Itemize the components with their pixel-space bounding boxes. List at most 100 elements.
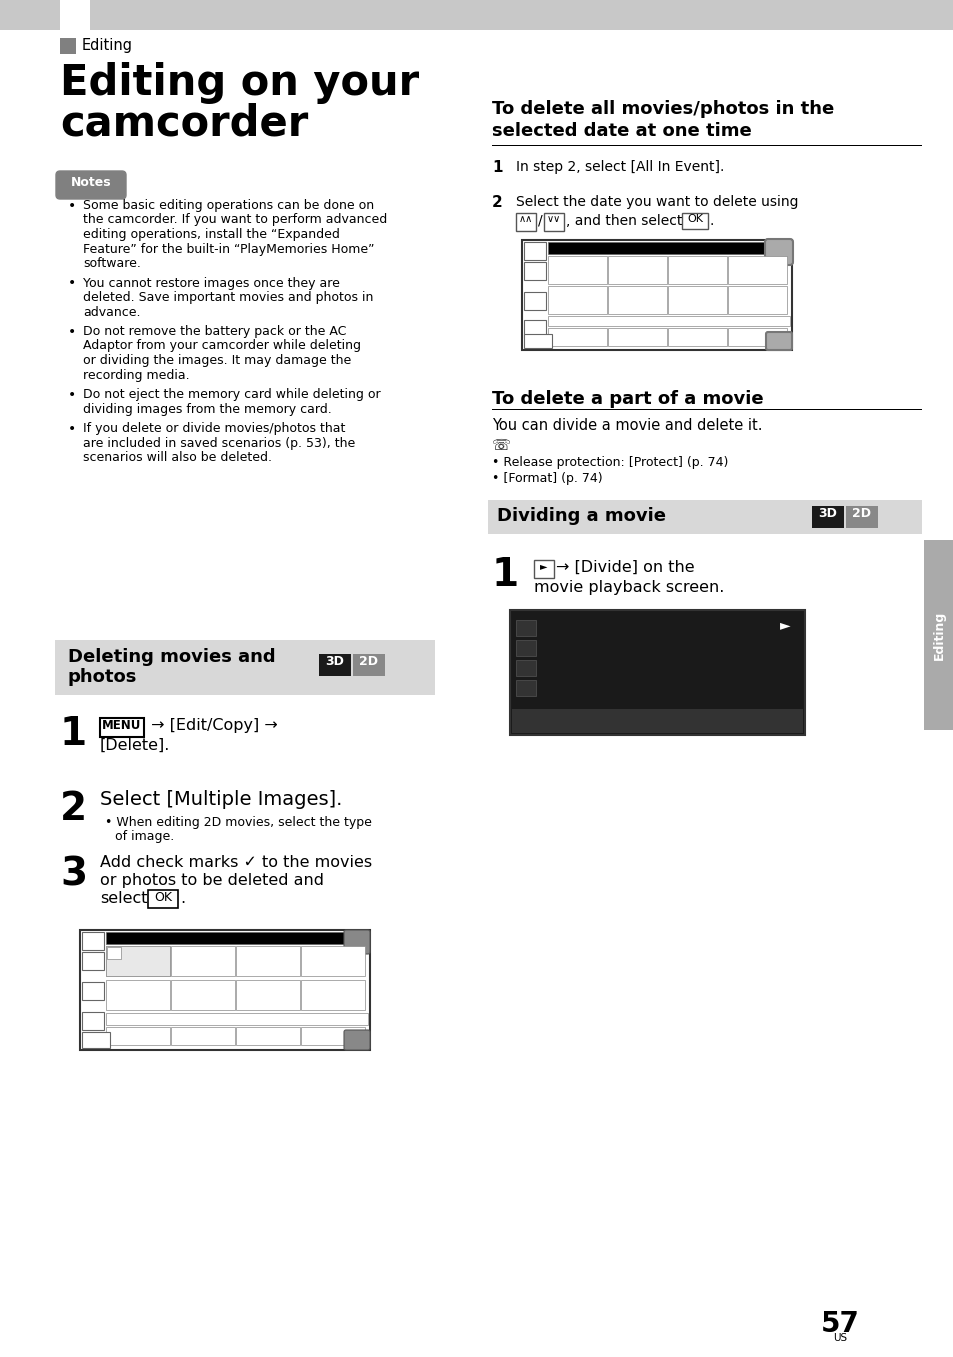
Bar <box>923 540 953 730</box>
Text: Notes: Notes <box>71 176 112 189</box>
Text: •: • <box>68 277 76 290</box>
Bar <box>547 328 606 346</box>
Text: ⏭: ⏭ <box>751 714 758 725</box>
Text: [Delete].: [Delete]. <box>100 738 171 753</box>
Text: Editing: Editing <box>82 38 132 53</box>
Bar <box>60 0 90 30</box>
Text: • Release protection: [Protect] (p. 74): • Release protection: [Protect] (p. 74) <box>492 456 727 470</box>
Text: selected date at one time: selected date at one time <box>492 122 751 140</box>
Bar <box>235 946 299 976</box>
Bar <box>235 1027 299 1045</box>
Text: 2D: 2D <box>852 508 871 520</box>
Bar <box>82 953 104 970</box>
Text: scenarios will also be deleted.: scenarios will also be deleted. <box>83 451 272 464</box>
Text: »: » <box>773 337 783 343</box>
Text: 3: 3 <box>60 855 87 893</box>
Bar <box>510 611 804 735</box>
Text: Feature” for the built-in “PlayMemories Home”: Feature” for the built-in “PlayMemories … <box>83 243 375 255</box>
Text: or dividing the images. It may damage the: or dividing the images. It may damage th… <box>83 354 351 366</box>
Text: ■: ■ <box>524 714 535 725</box>
Bar <box>516 680 536 696</box>
Bar <box>488 499 921 535</box>
Bar <box>106 1027 170 1045</box>
Text: ►►: ►► <box>700 714 718 725</box>
Bar <box>534 560 554 578</box>
Text: • [Format] (p. 74): • [Format] (p. 74) <box>492 472 602 484</box>
Text: or photos to be deleted and: or photos to be deleted and <box>100 873 324 887</box>
Bar <box>55 641 435 695</box>
FancyBboxPatch shape <box>344 1030 370 1050</box>
Text: Do not eject the memory card while deleting or: Do not eject the memory card while delet… <box>83 388 380 402</box>
FancyBboxPatch shape <box>56 171 126 199</box>
Text: 2D: 2D <box>359 655 378 668</box>
Bar <box>301 1027 365 1045</box>
FancyBboxPatch shape <box>765 332 791 350</box>
Bar <box>516 213 536 231</box>
Bar <box>106 1012 368 1025</box>
Bar <box>523 320 545 338</box>
Text: ∧∧: ∧∧ <box>518 214 533 224</box>
Text: ∧: ∧ <box>531 263 538 273</box>
Text: recording media.: recording media. <box>83 369 190 381</box>
Bar <box>107 947 121 959</box>
Text: .: . <box>709 214 714 228</box>
Text: OK: OK <box>90 1033 102 1042</box>
Bar <box>353 654 385 676</box>
Bar <box>106 932 344 944</box>
Bar <box>235 980 299 1010</box>
Bar <box>82 932 104 950</box>
Bar <box>523 292 545 309</box>
Text: x: x <box>532 243 537 252</box>
Text: 1: 1 <box>60 715 87 753</box>
Bar <box>60 38 76 54</box>
FancyBboxPatch shape <box>764 239 792 265</box>
Text: In step 2, select [All In Event].: In step 2, select [All In Event]. <box>516 160 723 174</box>
Text: → [Divide] on the: → [Divide] on the <box>556 560 694 575</box>
Text: To delete a part of a movie: To delete a part of a movie <box>492 389 762 408</box>
Text: If you delete or divide movies/photos that: If you delete or divide movies/photos th… <box>83 422 345 436</box>
Text: You can divide a movie and delete it.: You can divide a movie and delete it. <box>492 418 761 433</box>
Text: Some basic editing operations can be done on: Some basic editing operations can be don… <box>83 199 374 212</box>
Bar <box>727 328 786 346</box>
Bar <box>547 316 789 326</box>
Text: ∨: ∨ <box>531 322 538 331</box>
Text: Dividing a movie: Dividing a movie <box>497 508 665 525</box>
Text: are included in saved scenarios (p. 53), the: are included in saved scenarios (p. 53),… <box>83 437 355 449</box>
Bar <box>811 506 843 528</box>
Text: → [Edit/Copy] →: → [Edit/Copy] → <box>146 718 277 733</box>
Text: 57: 57 <box>820 1310 859 1338</box>
Text: ∨: ∨ <box>90 1012 96 1023</box>
Text: 3D: 3D <box>529 293 540 303</box>
Bar <box>301 980 365 1010</box>
Text: You cannot restore images once they are: You cannot restore images once they are <box>83 277 339 289</box>
Text: ►: ► <box>539 560 547 571</box>
Text: OK: OK <box>531 335 544 345</box>
Text: 1: 1 <box>492 556 518 594</box>
Bar <box>523 262 545 280</box>
Bar <box>0 0 953 30</box>
Bar <box>607 328 666 346</box>
Bar <box>667 256 726 284</box>
Text: software.: software. <box>83 256 141 270</box>
Text: deleted. Save important movies and photos in: deleted. Save important movies and photo… <box>83 290 373 304</box>
Text: Select the date you want to delete using: Select the date you want to delete using <box>516 195 798 209</box>
Bar <box>543 213 563 231</box>
Bar <box>727 256 786 284</box>
Bar <box>516 641 536 655</box>
Text: 3D: 3D <box>818 508 837 520</box>
Text: To delete all movies/photos in the: To delete all movies/photos in the <box>492 100 833 118</box>
Text: JAN 1 2012  → JAN 2 2012: JAN 1 2012 → JAN 2 2012 <box>550 243 657 252</box>
Text: US: US <box>832 1333 846 1343</box>
Text: •: • <box>68 388 76 402</box>
Text: «: « <box>773 244 783 251</box>
Bar <box>512 708 802 733</box>
Text: 1: 1 <box>492 160 502 175</box>
Bar <box>547 242 767 254</box>
Text: MENU: MENU <box>102 719 142 731</box>
Text: OK: OK <box>686 214 702 224</box>
Bar <box>106 980 170 1010</box>
Text: , and then select: , and then select <box>565 214 681 228</box>
Bar <box>516 620 536 636</box>
Bar <box>516 660 536 676</box>
Text: OK: OK <box>153 892 172 904</box>
